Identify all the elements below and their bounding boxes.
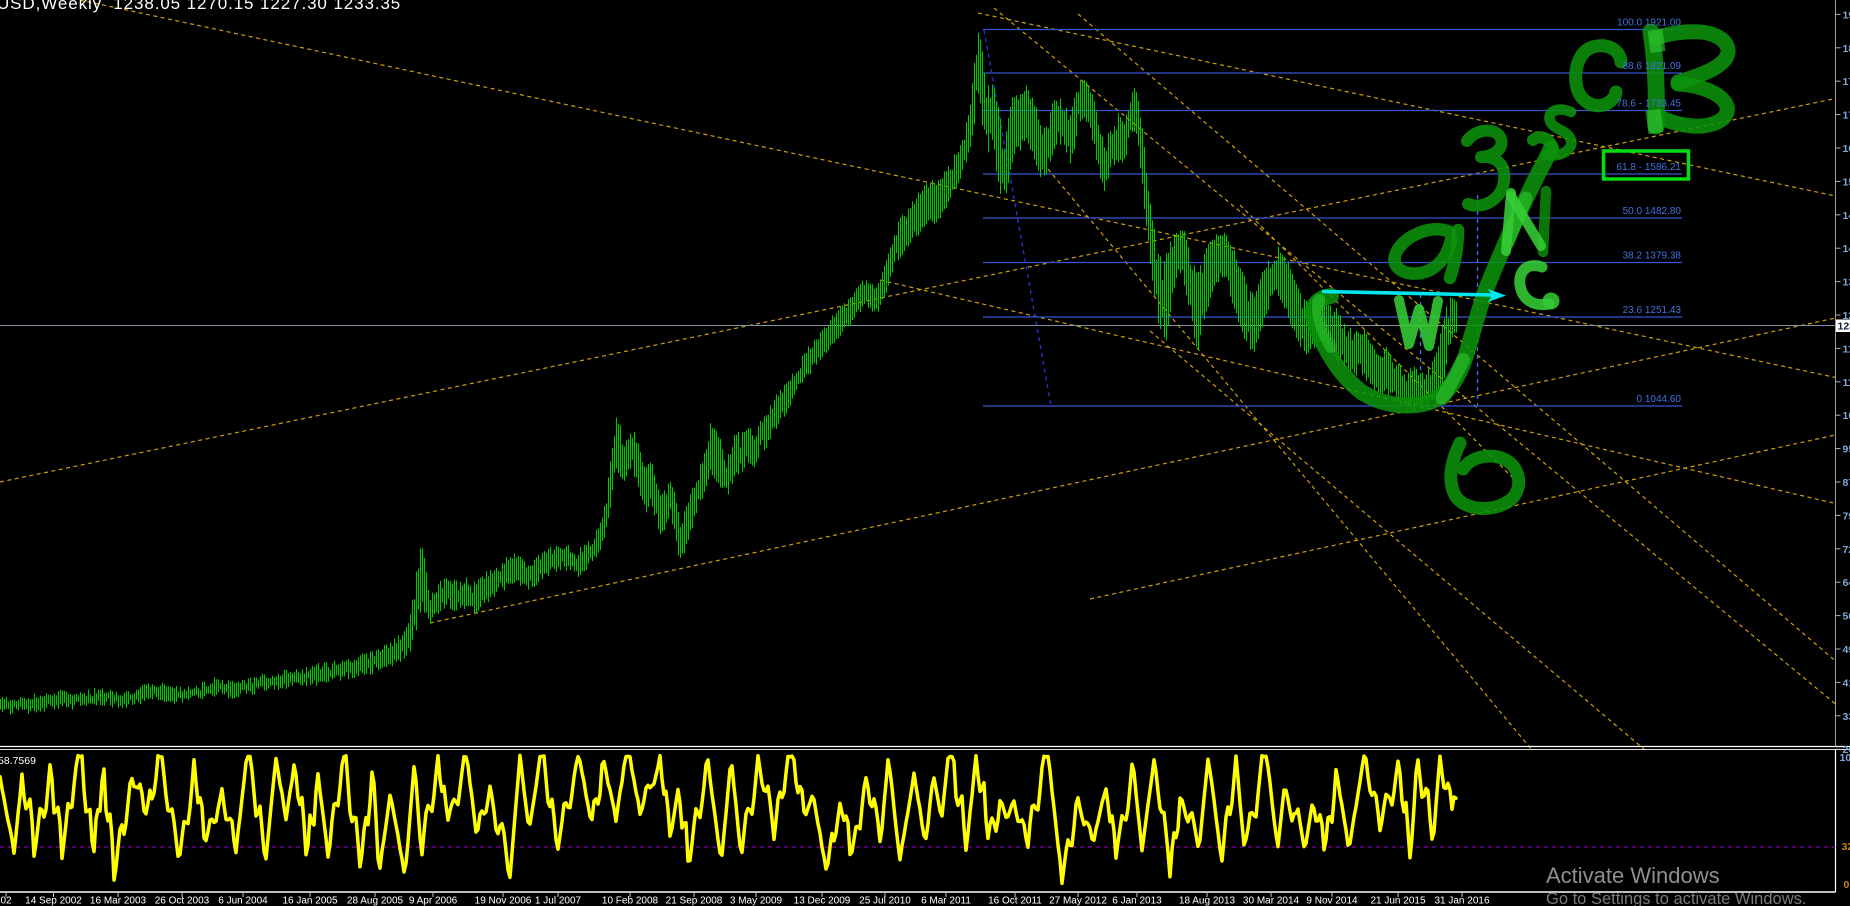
svg-text:1961: 1961 [1843,9,1850,21]
svg-text:21 Sep 2008: 21 Sep 2008 [666,896,723,906]
svg-text:18 Aug 2013: 18 Aug 2013 [1179,896,1236,906]
svg-text:Go to Settings to activate Win: Go to Settings to activate Windows. [1546,890,1806,906]
svg-text:30 Mar 2014: 30 Mar 2014 [1243,896,1300,906]
svg-text:Activate Windows: Activate Windows [1546,863,1720,888]
svg-text:1233.35: 1233.35 [1838,321,1850,333]
svg-text:19 Nov 2006: 19 Nov 2006 [475,896,532,906]
svg-text:1185: 1185 [1843,343,1850,355]
svg-text:13 Dec 2009: 13 Dec 2009 [794,896,851,906]
svg-text:78.6 - 1733.45: 78.6 - 1733.45 [1617,99,1682,110]
svg-text:10 Feb 2008: 10 Feb 2008 [602,896,659,906]
svg-text:1650: 1650 [1843,143,1850,155]
svg-text:1108: 1108 [1843,377,1850,389]
svg-text:643: 643 [1843,577,1850,589]
svg-text:25 Jul 2010: 25 Jul 2010 [859,896,911,906]
svg-text:720: 720 [1843,544,1850,556]
svg-text:23.6 1251.43: 23.6 1251.43 [1623,305,1682,316]
svg-text:50.0 1482.80: 50.0 1482.80 [1623,206,1682,217]
svg-text:16 Oct 2011: 16 Oct 2011 [988,896,1042,906]
svg-text:16 Mar 2003: 16 Mar 2003 [90,896,147,906]
svg-text:1418: 1418 [1843,243,1850,255]
svg-text:0: 0 [1844,879,1850,891]
svg-text:38.2 1379.38: 38.2 1379.38 [1623,251,1682,262]
svg-text:6 Jun 2004: 6 Jun 2004 [218,896,268,906]
svg-text:100.0 1921.00: 100.0 1921.00 [1617,18,1681,29]
svg-text:9 Apr 2006: 9 Apr 2006 [409,896,458,906]
svg-text:61.8 - 1586.21: 61.8 - 1586.21 [1617,162,1682,173]
svg-text:953: 953 [1843,444,1850,456]
svg-text:1263: 1263 [1843,310,1850,322]
svg-text:02: 02 [0,896,12,906]
svg-text:32: 32 [1842,841,1850,853]
svg-text:1340: 1340 [1843,277,1850,289]
svg-text:1706: 1706 [1843,110,1850,122]
svg-text:9 Nov 2014: 9 Nov 2014 [1306,896,1358,906]
svg-text:565: 565 [1843,611,1850,623]
svg-text:88.6 1821.09: 88.6 1821.09 [1623,61,1682,72]
svg-text:6 Jan 2013: 6 Jan 2013 [1112,896,1162,906]
svg-text:28 Aug 2005: 28 Aug 2005 [347,896,404,906]
svg-text:260: 260 [1843,744,1850,756]
svg-text:332: 332 [1843,711,1850,723]
svg-text:6 Mar 2011: 6 Mar 2011 [921,896,971,906]
svg-text:21 Jun 2015: 21 Jun 2015 [1370,896,1425,906]
svg-text:493: 493 [1843,644,1850,656]
svg-text:1495: 1495 [1843,210,1850,222]
svg-text:0 1044.60: 0 1044.60 [1637,394,1682,405]
svg-text:USD,Weekly 1238.05 1270.15 12: USD,Weekly 1238.05 1270.15 1227.30 1233.… [0,0,401,13]
svg-text:1883: 1883 [1843,43,1850,55]
svg-text:875: 875 [1843,477,1850,489]
svg-text:16 Jan 2005: 16 Jan 2005 [282,896,337,906]
svg-text:100: 100 [1840,752,1850,764]
svg-text:27 May 2012: 27 May 2012 [1049,896,1107,906]
svg-text:798: 798 [1843,510,1850,522]
svg-text:1 Jul 2007: 1 Jul 2007 [535,896,582,906]
svg-text:31 Jan 2016: 31 Jan 2016 [1434,896,1489,906]
svg-text:410: 410 [1843,677,1850,689]
svg-text:1573: 1573 [1843,176,1850,188]
svg-text:26 Oct 2003: 26 Oct 2003 [155,896,210,906]
svg-text:58.7569: 58.7569 [0,755,36,767]
svg-text:1779: 1779 [1843,76,1850,88]
svg-text:3 May 2009: 3 May 2009 [730,896,783,906]
svg-text:14 Sep 2002: 14 Sep 2002 [25,896,82,906]
